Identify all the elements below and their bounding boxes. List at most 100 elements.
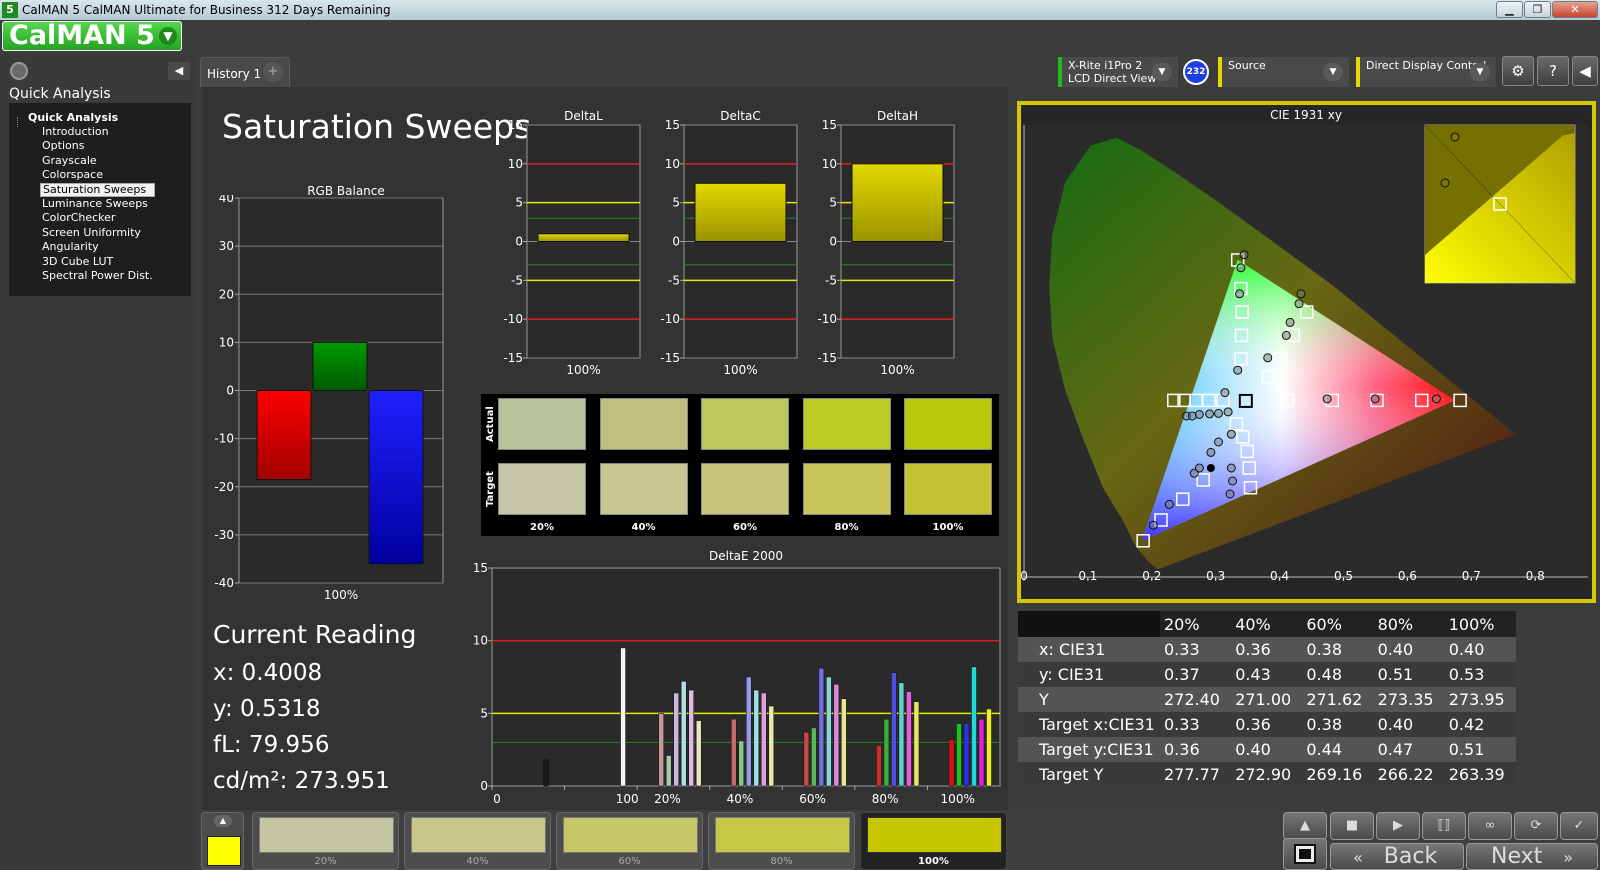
calman-logo-menu[interactable]: CalMAN 5 ▼ xyxy=(2,21,182,51)
y-tick-label: 10 xyxy=(219,335,234,349)
refresh-icon[interactable]: ⟳ xyxy=(1514,812,1558,840)
measured-point xyxy=(1431,394,1441,404)
minimize-button[interactable]: ▁ xyxy=(1496,1,1523,18)
step-button-40pct[interactable]: 40% xyxy=(404,812,551,870)
record-button[interactable] xyxy=(1283,838,1327,870)
source-selector[interactable]: Source ▼ xyxy=(1218,57,1349,87)
pin-icon[interactable] xyxy=(10,62,28,80)
x-group-label: 100% xyxy=(941,792,975,806)
stop-square-icon xyxy=(1294,844,1316,864)
actual-swatch xyxy=(802,398,891,450)
delta-charts: DeltaL 15 10 5 0 -5 -10 -15 100% DeltaC 15 10 5 0 -5 -1… xyxy=(503,109,955,377)
step-button-80pct[interactable]: 80% xyxy=(708,812,855,870)
step-label: 100% xyxy=(918,856,949,867)
help-icon[interactable]: ? xyxy=(1537,56,1569,86)
deltae-bar xyxy=(826,676,832,787)
step-button-20pct[interactable]: 20% xyxy=(252,812,399,870)
measured-point xyxy=(1296,289,1306,299)
measured-white-point xyxy=(1206,464,1215,472)
play-icon[interactable]: ▶ xyxy=(1376,812,1420,840)
measured-point xyxy=(1206,447,1216,457)
table-cell: 0.36 xyxy=(1231,712,1303,737)
nav-item-spectral-power[interactable]: Spectral Power Dist. xyxy=(42,268,153,282)
y-tick-label: 5 xyxy=(480,706,488,720)
table-cell: 0.40 xyxy=(1444,637,1516,662)
step-button-100pct[interactable]: 100% xyxy=(860,812,1007,870)
nav-item-angularity[interactable]: Angularity xyxy=(42,240,99,254)
chevron-up-icon[interactable]: ▲ xyxy=(214,815,232,827)
y-tick-label: 5 xyxy=(672,196,680,210)
swatch-label: 100% xyxy=(932,522,964,533)
range-icon[interactable]: ⟦⟧ xyxy=(1422,812,1466,840)
nav-item-3d-cube-lut[interactable]: 3D Cube LUT xyxy=(42,254,114,268)
double-chevron-right-icon: » xyxy=(1563,848,1574,867)
add-tab-button[interactable]: + xyxy=(263,62,283,82)
table-cell: 0.36 xyxy=(1231,637,1303,662)
inset-bg xyxy=(1425,125,1575,255)
maximize-button[interactable]: ❐ xyxy=(1524,1,1551,18)
swatch-row-label: Target xyxy=(485,471,496,507)
display-selector[interactable]: Direct Display Control ▼ xyxy=(1356,57,1496,87)
close-button[interactable]: ✕ xyxy=(1552,1,1598,18)
deltae-bar xyxy=(956,723,962,787)
deltae-bar xyxy=(665,755,672,787)
current-color-panel[interactable]: ▲ xyxy=(201,812,244,870)
y-tick-label: -40 xyxy=(214,576,234,590)
target-square xyxy=(1167,393,1181,408)
nav-item-options[interactable]: Options xyxy=(42,139,85,153)
back-button[interactable]: « Back xyxy=(1330,843,1464,870)
meter-status-badge[interactable]: 232 xyxy=(1183,59,1209,85)
meter-mode: LCD Direct View xyxy=(1068,72,1157,85)
meter-selector[interactable]: X-Rite i1Pro 2 LCD Direct View ▼ xyxy=(1058,57,1178,87)
swatch-row-label: Actual xyxy=(485,406,496,442)
target-swatch xyxy=(802,463,891,515)
measured-point xyxy=(1225,489,1235,499)
chevron-up-icon[interactable]: ▲ xyxy=(1283,812,1327,840)
y-tick-label: 15 xyxy=(665,118,680,132)
measured-point xyxy=(1220,388,1230,398)
table-cell: 0.36 xyxy=(1160,737,1232,762)
rgb-balance-chart: 40 30 20 10 0 -10 -20 -30 -40 100% xyxy=(214,195,444,602)
nav-item-colorspace[interactable]: Colorspace xyxy=(42,168,103,182)
table-cell: 0.33 xyxy=(1160,712,1232,737)
nav-item-grayscale[interactable]: Grayscale xyxy=(42,153,97,167)
step-button-60pct[interactable]: 60% xyxy=(556,812,703,870)
target-square xyxy=(1240,444,1255,459)
actual-swatch xyxy=(498,398,586,450)
x-group-label: 80% xyxy=(872,792,899,806)
table-row: Y 272.40 271.00 271.62 273.35 273.95 xyxy=(1018,687,1516,712)
nav-item-introduction[interactable]: Introduction xyxy=(42,125,109,138)
target-square xyxy=(1242,461,1256,475)
table-cell: 272.40 xyxy=(1160,687,1232,712)
table-cell: 273.95 xyxy=(1444,687,1516,712)
tab-label: History 1 xyxy=(207,67,262,81)
sidebar-section-title: Quick Analysis xyxy=(9,86,111,102)
collapse-sidebar-button[interactable]: ◀ xyxy=(168,62,190,80)
target-square xyxy=(1202,393,1216,408)
white-point-target xyxy=(1238,393,1253,408)
measured-point xyxy=(1194,463,1204,473)
nav-item-screen-uniformity[interactable]: Screen Uniformity xyxy=(42,225,141,239)
target-square xyxy=(1280,393,1294,408)
stop-icon[interactable]: ■ xyxy=(1330,812,1374,840)
settings-gear-icon[interactable]: ⚙ xyxy=(1502,56,1534,86)
y-tick-label: -5 xyxy=(511,273,523,287)
step-color-swatch xyxy=(563,817,698,853)
tree-header[interactable]: Quick Analysis xyxy=(28,111,119,124)
next-button[interactable]: Next » xyxy=(1466,843,1598,870)
check-icon[interactable]: ✓ xyxy=(1560,812,1598,840)
measured-point xyxy=(1322,394,1332,404)
reading-y: y: 0.5318 xyxy=(213,696,321,722)
delta-chart-title: DeltaL xyxy=(564,109,603,123)
row-label: y: CIE31 xyxy=(1018,662,1160,687)
loop-icon[interactable]: ∞ xyxy=(1468,812,1512,840)
nav-item-colorchecker[interactable]: ColorChecker xyxy=(42,211,116,225)
nav-item-luminance-sweeps[interactable]: Luminance Sweeps xyxy=(42,196,148,210)
x-group-label: 100 xyxy=(616,792,639,806)
x-tick-label: 0.5 xyxy=(1334,569,1353,583)
table-cell: 263.39 xyxy=(1444,762,1516,787)
app-icon: 5 xyxy=(2,2,18,18)
collapse-right-icon[interactable]: ◀ xyxy=(1572,56,1598,86)
deltae-bar xyxy=(963,723,970,787)
nav-item-saturation-sweeps[interactable]: Saturation Sweeps xyxy=(40,182,155,197)
